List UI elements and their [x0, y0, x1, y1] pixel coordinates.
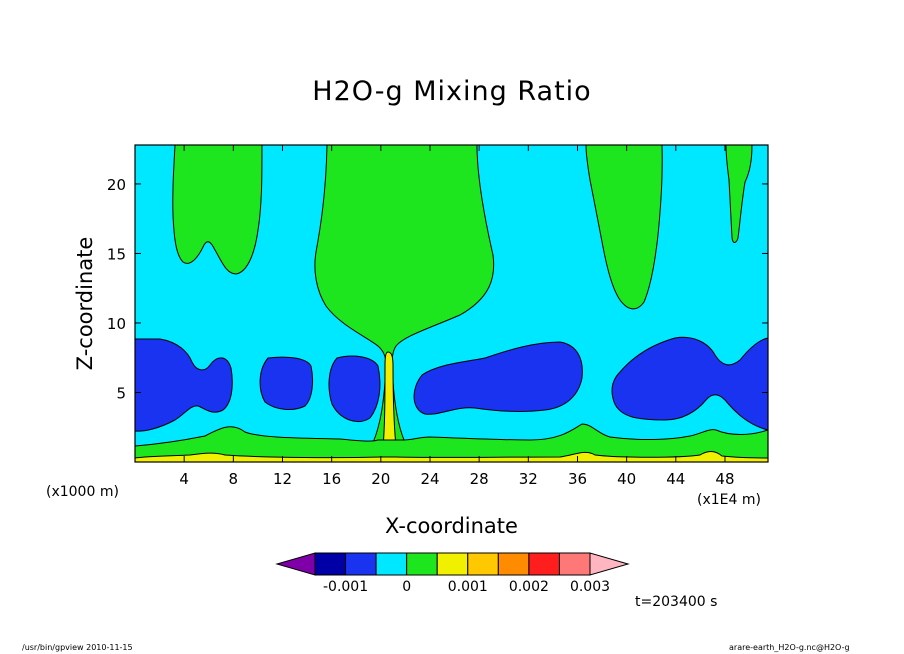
- x-tick-label: 4: [179, 470, 189, 488]
- x-tick-label: 24: [420, 470, 439, 488]
- surface-yellow-layer: [135, 450, 768, 462]
- x-tick-label: 8: [229, 470, 239, 488]
- colorbar-tick-label: 0.003: [570, 579, 610, 595]
- colorbar-tick-label: -0.001: [323, 579, 368, 595]
- x-unit-left: (x1000 m): [46, 484, 119, 500]
- colorbar-min-triangle: [275, 552, 316, 576]
- x-tick-label: 48: [715, 470, 734, 488]
- x-tick-label: 36: [568, 470, 587, 488]
- y-tick-label: 5: [116, 384, 126, 402]
- colorbar-box: [528, 552, 560, 576]
- colorbar-tick-label: 0.001: [448, 579, 488, 595]
- colorbar-box: [406, 552, 438, 576]
- surface-green-layer: [135, 423, 768, 462]
- blue-cell-5: [611, 336, 768, 431]
- colorbar-box: [436, 552, 469, 576]
- colorbar-box: [558, 552, 591, 576]
- plume-far-right: [725, 145, 753, 243]
- colorbar-box: [467, 552, 499, 576]
- x-axis-label: X-coordinate: [385, 514, 518, 538]
- colorbar-box: [497, 552, 530, 576]
- x-tick-label: 20: [371, 470, 390, 488]
- x-unit-right: (x1E4 m): [697, 492, 761, 508]
- x-tick-label: 40: [617, 470, 636, 488]
- y-tick-label: 15: [107, 245, 126, 263]
- colorbar: -0.001 0 0.001 0.002 0.003: [275, 552, 630, 595]
- blue-cell-4: [413, 341, 583, 415]
- x-tick-label: 28: [470, 470, 489, 488]
- colorbar-tick-label: 0: [402, 579, 411, 595]
- footer-right: arare-earth_H2O-g.nc@H2O-g: [729, 643, 850, 652]
- x-ticks: 4 8 12 16 20 24 28 32 36 40 44 48: [179, 145, 735, 488]
- x-tick-label: 32: [519, 470, 538, 488]
- colorbar-box: [375, 552, 408, 576]
- footer-left: /usr/bin/gpview 2010-11-15: [22, 643, 133, 652]
- plume-right: [585, 145, 663, 310]
- chart-title: H2O-g Mixing Ratio: [312, 76, 592, 107]
- plot-frame: [134, 144, 769, 463]
- y-tick-label: 10: [107, 315, 126, 333]
- plot-area: [135, 145, 768, 462]
- center-spike-yellow: [382, 351, 397, 462]
- y-axis-label: Z-coordinate: [73, 237, 97, 371]
- x-tick-label: 16: [322, 470, 341, 488]
- plume-left: [172, 145, 263, 275]
- blue-cell-1: [135, 338, 233, 432]
- blue-cell-3: [328, 355, 381, 422]
- blue-cell-2: [259, 356, 314, 410]
- x-tick-label: 44: [666, 470, 685, 488]
- time-label: t=203400 s: [635, 594, 718, 610]
- colorbar-max-triangle: [589, 552, 630, 576]
- y-ticks: 5 10 15 20: [107, 176, 768, 402]
- y-tick-label: 20: [107, 176, 126, 194]
- colorbar-tick-label: 0.002: [509, 579, 549, 595]
- x-tick-label: 12: [273, 470, 292, 488]
- colorbar-box: [345, 552, 377, 576]
- colorbar-box: [314, 552, 347, 576]
